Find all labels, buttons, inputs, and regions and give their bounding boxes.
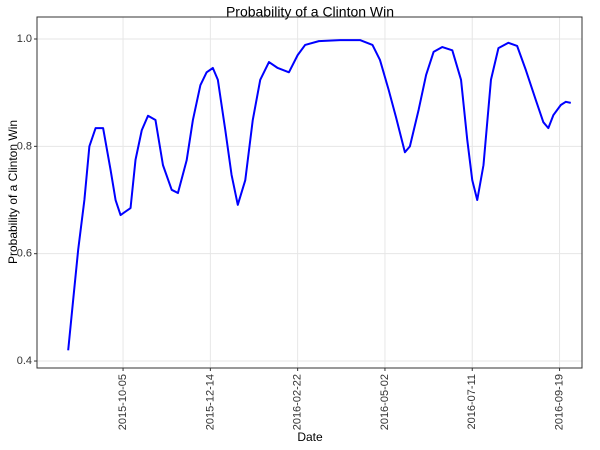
y-tick-label: 0.6 — [17, 248, 32, 260]
x-tick-label: 2015-10-05 — [117, 374, 129, 430]
x-tick-label: 2016-02-22 — [292, 374, 304, 430]
x-tick-label: 2016-07-11 — [466, 374, 478, 429]
y-tick-label: 0.4 — [17, 355, 32, 367]
y-tick-label: 0.8 — [17, 140, 32, 152]
plot-border — [36, 16, 583, 369]
x-tick-label: 2016-09-19 — [553, 374, 565, 430]
chart-title: Probability of a Clinton Win — [226, 4, 394, 20]
line — [67, 39, 571, 351]
x-tick-label: 2016-05-02 — [379, 374, 391, 430]
y-axis-label: Probability of a Clinton Win — [6, 120, 20, 264]
x-tick-label: 2015-12-14 — [204, 374, 216, 430]
y-tick-label: 1.0 — [17, 33, 32, 45]
x-axis-label: Date — [297, 430, 323, 444]
